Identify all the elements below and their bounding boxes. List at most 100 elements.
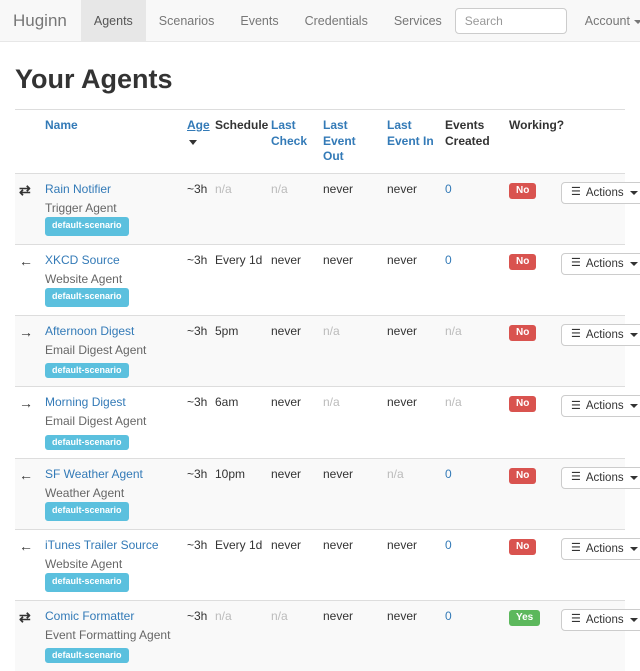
last-check-cell: n/a — [267, 599, 319, 671]
sort-last-check-link[interactable]: Last Check — [271, 118, 308, 148]
sort-name-link[interactable]: Name — [45, 118, 78, 132]
actions-label: Actions — [585, 400, 624, 413]
chevron-down-icon — [629, 404, 638, 409]
navbar: Huginn Agents Scenarios Events Credentia… — [0, 0, 640, 42]
brand-link[interactable]: Huginn — [13, 11, 67, 30]
actions-label: Actions — [585, 186, 624, 199]
agent-type: Event Formatting Agent — [45, 626, 179, 644]
exchange-arrows-icon: ⇄ — [19, 181, 31, 198]
nav-item-events[interactable]: Events — [240, 14, 279, 28]
header-actions-col — [557, 109, 625, 174]
working-status-badge: No — [509, 182, 537, 199]
nav-item-scenarios[interactable]: Scenarios — [158, 14, 215, 28]
header-icon-col — [15, 109, 41, 174]
table-row: ← SF Weather Agent Weather Agent default… — [15, 457, 640, 530]
list-icon: ☰ — [571, 542, 581, 555]
actions-button[interactable]: ☰ Actions — [561, 181, 640, 204]
agent-name-link[interactable]: iTunes Trailer Source — [45, 537, 159, 552]
last-event-out-cell: never — [319, 243, 383, 316]
actions-button[interactable]: ☰ Actions — [561, 466, 640, 489]
list-icon: ☰ — [571, 328, 581, 341]
chevron-down-icon — [629, 546, 638, 551]
age-cell: ~3h — [183, 599, 211, 671]
actions-button[interactable]: ☰ Actions — [561, 252, 640, 275]
age-cell: ~3h — [183, 528, 211, 601]
agent-type-label: Trigger Agent — [45, 200, 117, 215]
agent-type-label: Event Formatting Agent — [45, 627, 171, 642]
last-event-out-cell: never — [319, 599, 383, 671]
last-event-out-cell: never — [319, 457, 383, 530]
agent-name-link[interactable]: SF Weather Agent — [45, 466, 143, 481]
badge-line: default-scenario — [45, 434, 179, 450]
header-last-event-in: Last Event In — [383, 109, 441, 174]
agent-type-label: Website Agent — [45, 556, 123, 571]
header-schedule: Schedule — [211, 109, 268, 174]
schedule-cell: 6am — [211, 386, 267, 459]
actions-label: Actions — [585, 471, 624, 484]
agent-name-link[interactable]: Rain Notifier — [45, 181, 112, 196]
scenario-badge[interactable]: default-scenario — [45, 288, 129, 307]
agent-type: Email Digest Agent — [45, 412, 179, 430]
age-cell: ~3h — [183, 243, 211, 316]
chevron-down-icon — [633, 19, 640, 24]
scenario-badge[interactable]: default-scenario — [45, 363, 129, 379]
chevron-down-icon — [629, 475, 638, 480]
table-header-row: Name Age Schedule Last Check Last Event … — [15, 109, 625, 174]
account-label: Account — [584, 14, 630, 28]
arrow-left-icon: ← — [19, 466, 33, 483]
agent-type: Website Agent default-scenario — [45, 270, 179, 307]
header-events-created: Events Created — [441, 109, 505, 174]
header-working: Working? — [505, 109, 564, 174]
last-event-in-cell: never — [383, 314, 441, 387]
sort-last-event-out-link[interactable]: Last Event Out — [323, 118, 356, 164]
search-input[interactable] — [454, 8, 567, 34]
sort-last-event-in-link[interactable]: Last Event In — [387, 118, 434, 148]
page-title: Your Agents — [15, 64, 173, 94]
chevron-down-icon — [629, 617, 638, 622]
agent-type: Website Agent default-scenario — [45, 555, 179, 592]
events-created-link[interactable]: 0 — [445, 608, 452, 623]
agent-type-label: Website Agent — [45, 271, 123, 286]
nav-item-agents[interactable]: Agents — [80, 0, 146, 41]
agent-type-label: Email Digest Agent — [45, 414, 147, 429]
actions-button[interactable]: ☰ Actions — [561, 608, 640, 631]
last-check-cell: never — [267, 314, 319, 387]
badge-line: default-scenario — [45, 648, 179, 664]
actions-button[interactable]: ☰ Actions — [561, 323, 640, 346]
chevron-down-icon — [629, 261, 638, 266]
last-event-in-cell: never — [383, 172, 441, 245]
agent-type: Weather Agent default-scenario — [45, 484, 179, 521]
scenario-badge[interactable]: default-scenario — [45, 434, 129, 450]
actions-label: Actions — [585, 328, 624, 341]
events-created-link[interactable]: 0 — [445, 181, 452, 196]
schedule-cell: 10pm — [211, 457, 267, 530]
account-dropdown[interactable]: Account — [577, 0, 640, 41]
last-event-out-cell: n/a — [319, 314, 383, 387]
nav-item-credentials[interactable]: Credentials — [304, 14, 368, 28]
last-event-out-cell: never — [319, 172, 383, 245]
header-age: Age — [183, 109, 211, 174]
agent-name-link[interactable]: XKCD Source — [45, 252, 120, 267]
scenario-badge[interactable]: default-scenario — [45, 217, 129, 236]
actions-button[interactable]: ☰ Actions — [561, 395, 640, 418]
nav-item-services[interactable]: Services — [393, 14, 442, 28]
agent-name-link[interactable]: Afternoon Digest — [45, 323, 135, 338]
sort-age-link[interactable]: Age — [187, 118, 210, 132]
agent-name-link[interactable]: Comic Formatter — [45, 608, 135, 623]
list-icon: ☰ — [571, 399, 581, 412]
scenario-badge[interactable]: default-scenario — [45, 648, 129, 664]
actions-label: Actions — [585, 257, 624, 270]
agent-name-link[interactable]: Morning Digest — [45, 395, 126, 410]
events-created-link[interactable]: 0 — [445, 537, 452, 552]
actions-button[interactable]: ☰ Actions — [561, 537, 640, 560]
table-row: → Morning Digest Email Digest Agent defa… — [15, 386, 640, 459]
events-created-cell: n/a — [441, 314, 505, 387]
last-check-cell: never — [267, 386, 319, 459]
events-created-link[interactable]: 0 — [445, 252, 452, 267]
arrow-right-icon: → — [19, 323, 33, 340]
actions-label: Actions — [585, 613, 624, 626]
events-created-link[interactable]: 0 — [445, 466, 452, 481]
scenario-badge[interactable]: default-scenario — [45, 502, 129, 521]
scenario-badge[interactable]: default-scenario — [45, 573, 129, 592]
